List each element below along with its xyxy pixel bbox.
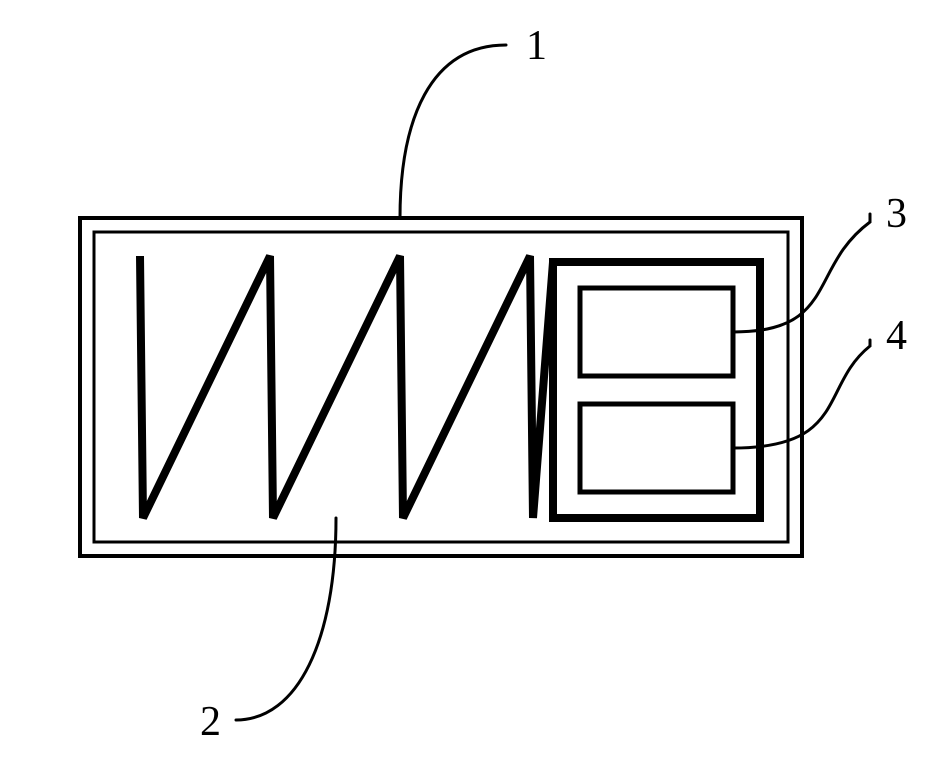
zigzag-line	[140, 256, 553, 518]
small-box-top	[580, 288, 733, 376]
small-box-bottom	[580, 404, 733, 492]
inner-box	[553, 262, 760, 518]
leader-2	[236, 518, 336, 720]
callout-label-1: 1	[526, 22, 547, 70]
callout-label-2: 2	[200, 698, 221, 746]
callout-label-4: 4	[886, 312, 907, 360]
outer-frame	[80, 218, 802, 556]
inner-frame	[94, 232, 788, 542]
leader-1	[400, 45, 506, 218]
callout-label-3: 3	[886, 190, 907, 238]
